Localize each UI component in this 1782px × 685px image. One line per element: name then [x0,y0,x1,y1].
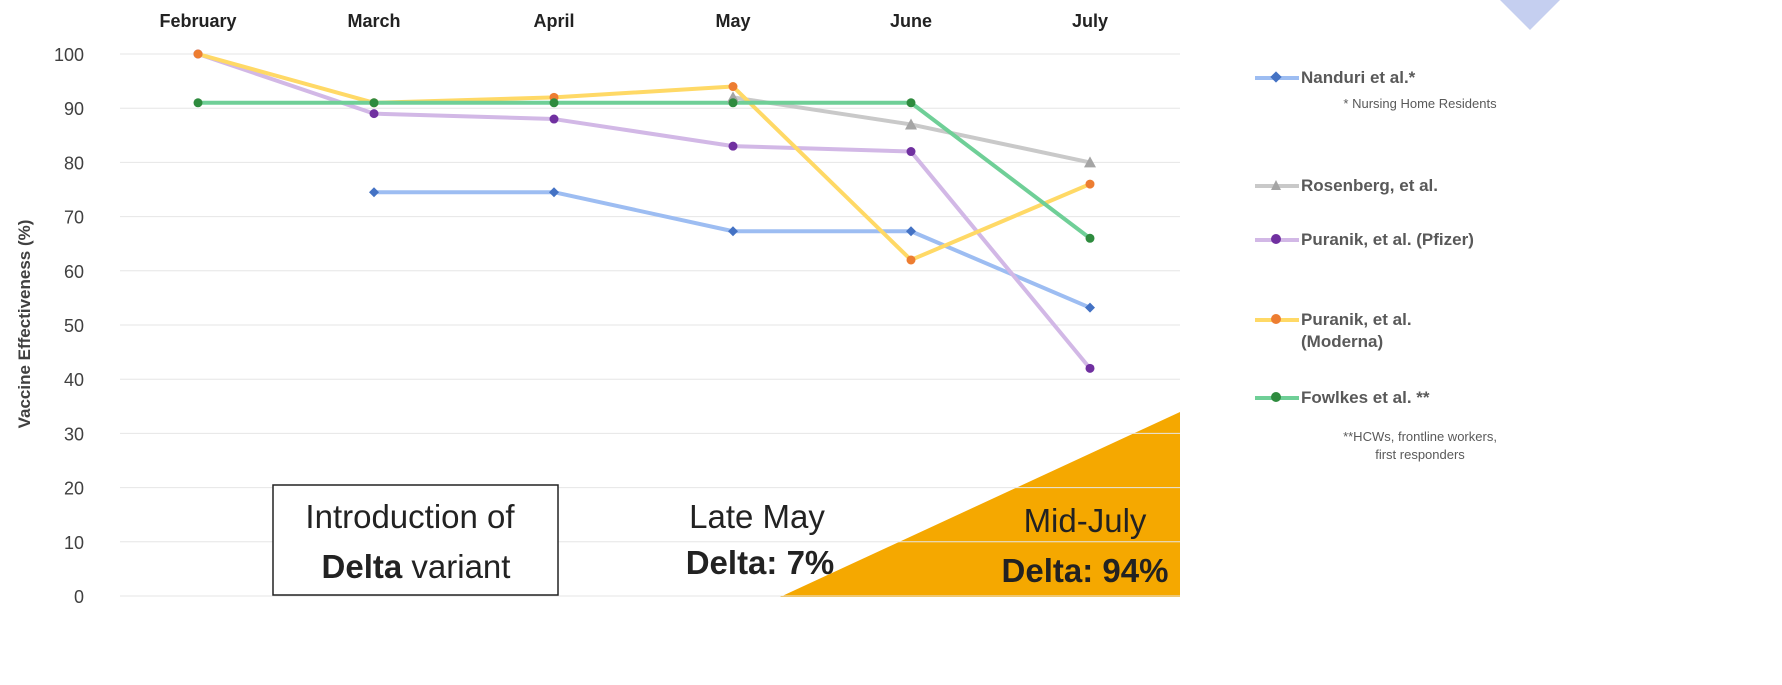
y-tick-label: 0 [74,587,84,607]
marker [549,114,559,124]
y-tick-label: 40 [64,370,84,390]
y-tick-label: 30 [64,424,84,444]
x-tick-label: May [715,11,750,31]
legend-label: Rosenberg, et al. [1301,176,1438,195]
x-tick-label: March [347,11,400,31]
marker [1085,302,1095,313]
marker [193,98,203,108]
marker [728,226,738,237]
y-tick-label: 90 [64,99,84,119]
footnote-line: **HCWs, frontline workers, [1343,429,1497,444]
annotation-text: variant [411,548,510,585]
series-line [374,190,1091,310]
legend-marker [1271,314,1281,324]
x-tick-label: June [890,11,932,31]
x-tick-label: February [159,11,236,31]
marker [906,226,916,237]
y-tick-label: 70 [64,208,84,228]
footnote: * Nursing Home Residents [1343,96,1497,111]
corner-decoration [1500,0,1560,30]
marker [369,98,379,108]
annotation-text: Delta: 94% [1002,552,1169,589]
legend-label: Puranik, et al. (Moderna) [1301,310,1412,351]
series-line [197,52,1091,262]
legend-marker [1271,392,1281,402]
marker [193,49,203,59]
y-tick-label: 100 [54,45,84,65]
annotation-text: Delta variant [322,548,511,585]
marker [906,147,916,157]
annotation-text: Late May [689,498,825,535]
marker [906,98,916,108]
y-tick-label: 10 [64,533,84,553]
marker [369,109,379,119]
marker [549,98,559,108]
y-tick-label: 20 [64,479,84,499]
delta-wedge [780,412,1180,597]
marker [728,98,738,108]
y-tick-label: 60 [64,262,84,282]
series-line [198,100,1092,240]
marker [1085,363,1095,373]
legend-label: Fowlkes et al. ** [1301,388,1430,407]
legend-marker [1271,180,1281,190]
marker [906,255,916,265]
footnote-line: first responders [1375,447,1465,462]
marker [1084,156,1096,168]
annotation-box [272,484,559,596]
legend-label: Puranik, et al. (Pfizer) [1301,230,1474,249]
marker [369,187,379,198]
marker [728,141,738,151]
legend-label: Nanduri et al.* [1301,68,1416,87]
marker [549,187,559,198]
annotation-text: Introduction of [305,498,515,535]
marker [1085,179,1095,189]
marker [905,118,917,130]
annotation-bold: Delta [322,548,403,585]
y-tick-label: 80 [64,153,84,173]
annotation-text: Mid-July [1024,502,1147,539]
marker [728,82,738,92]
x-tick-label: July [1072,11,1108,31]
footnote: **HCWs, frontline workers, first respond… [1290,428,1550,464]
legend-marker [1271,234,1281,244]
annotation-text: Delta: 7% [686,544,835,581]
marker [1085,233,1095,243]
x-tick-label: April [533,11,574,31]
y-axis-label: Vaccine Effectiveness (%) [15,220,34,429]
y-tick-label: 50 [64,316,84,336]
